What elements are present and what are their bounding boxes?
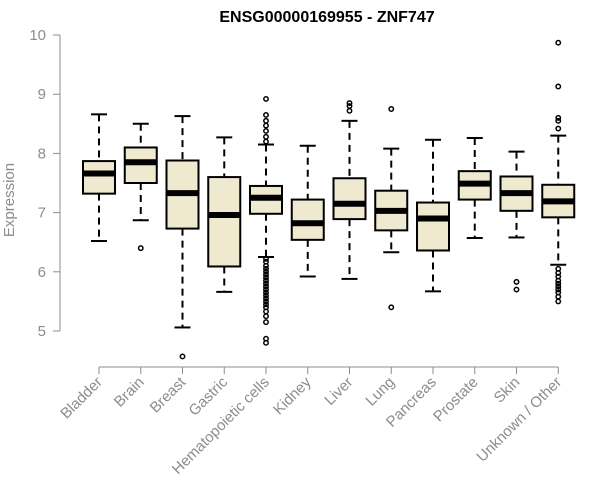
y-tick-label: 10	[29, 27, 46, 44]
outlier-point	[555, 39, 562, 46]
outlier-point	[555, 270, 562, 276]
box-gastric	[207, 176, 242, 268]
box-kidney	[290, 198, 325, 241]
outlier-point	[263, 308, 269, 315]
outlier-point	[555, 283, 562, 290]
outlier-point	[555, 298, 562, 305]
outlier-point	[179, 353, 186, 360]
outlier-point	[555, 277, 562, 284]
outlier-point	[263, 277, 269, 284]
outlier-point	[263, 268, 269, 275]
outlier-point	[263, 283, 269, 290]
outlier-point	[513, 286, 520, 293]
outlier-point	[513, 278, 520, 285]
outlier-point	[555, 286, 562, 293]
x-tick-label: Liver	[321, 374, 356, 409]
outlier-point	[263, 298, 269, 305]
x-tick-label: Kidney	[270, 373, 315, 418]
outlier-point	[555, 117, 562, 124]
outlier-point	[263, 122, 269, 129]
outlier-point	[555, 280, 562, 287]
outlier-point	[263, 255, 269, 262]
outlier-point	[346, 107, 353, 114]
y-tick-label: 9	[38, 86, 46, 103]
outlier-point	[388, 304, 395, 311]
outlier-point	[263, 127, 269, 134]
y-tick-label: 5	[38, 323, 46, 340]
outlier-point	[263, 339, 269, 346]
x-tick-label: Skin	[491, 374, 524, 407]
outlier-point	[263, 280, 269, 287]
outlier-point	[263, 265, 269, 272]
outlier-point	[263, 133, 269, 140]
outlier-point	[263, 111, 269, 118]
outlier-point	[555, 293, 562, 300]
outlier-point	[263, 271, 269, 278]
outlier-point	[263, 286, 269, 293]
x-tick-label: Prostate	[430, 374, 482, 426]
outlier-point	[263, 138, 269, 145]
outlier-point	[346, 100, 353, 107]
outlier-point	[263, 313, 269, 320]
y-tick-label: 7	[38, 205, 46, 222]
y-tick-label: 8	[38, 145, 46, 162]
outlier-point	[346, 103, 353, 109]
box-pancreas	[416, 201, 450, 252]
outlier-point	[263, 319, 269, 326]
x-tick-label: Bladder	[57, 374, 106, 423]
x-tick-label: Breast	[147, 373, 190, 416]
outlier-point	[263, 292, 269, 299]
outlier-point	[555, 114, 562, 121]
outlier-point	[555, 125, 562, 132]
outlier-point	[263, 117, 269, 124]
outlier-point	[263, 274, 269, 281]
outlier-point	[137, 245, 144, 252]
box-bladder	[82, 160, 116, 195]
chart-title: ENSG00000169955 - ZNF747	[219, 9, 434, 26]
outlier-point	[263, 95, 269, 102]
outlier-point	[263, 262, 269, 269]
outlier-point	[555, 83, 562, 90]
x-tick-label: Lung	[362, 374, 398, 410]
outlier-point	[263, 295, 269, 302]
box-liver	[332, 177, 367, 221]
outlier-point	[263, 301, 269, 308]
outlier-point	[263, 289, 269, 296]
y-tick-label: 6	[38, 264, 46, 281]
y-axis-label: Expression	[1, 163, 18, 237]
x-tick-label: Brain	[111, 374, 148, 411]
outlier-point	[388, 106, 395, 112]
